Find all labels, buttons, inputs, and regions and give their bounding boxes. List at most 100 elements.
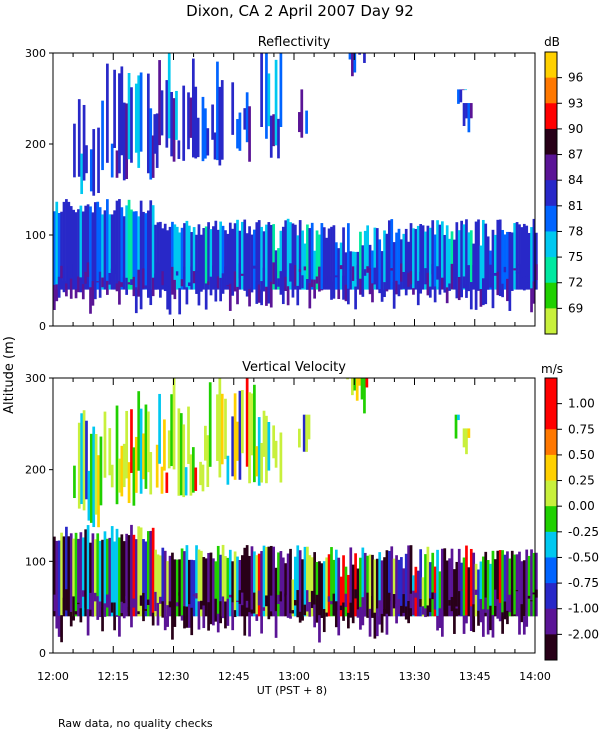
low-echo-column <box>163 223 167 290</box>
low-echo-column <box>383 230 386 290</box>
low-echo-column <box>53 536 56 617</box>
low-echo-base <box>277 594 280 605</box>
low-echo-column <box>310 222 314 290</box>
low-echo-base <box>426 605 430 617</box>
elevated-echo <box>231 82 235 135</box>
colorbar-label: 72 <box>568 276 583 290</box>
low-echo-column <box>257 220 261 290</box>
low-echo-base <box>409 271 413 285</box>
low-echo-column <box>96 201 100 290</box>
low-echo-base <box>243 279 247 291</box>
elevated-echo <box>457 89 460 104</box>
elevated-echo <box>213 132 217 160</box>
low-echo-column <box>77 209 80 290</box>
low-echo-column <box>469 230 473 290</box>
reflectivity-title: Reflectivity <box>258 35 331 50</box>
low-echo-column <box>513 223 517 290</box>
colorbar-frame <box>544 51 558 335</box>
elevated-echo <box>99 436 103 506</box>
low-echo-column <box>219 221 222 290</box>
low-echo-column <box>486 560 490 617</box>
low-echo-base <box>400 263 403 282</box>
low-echo-base <box>313 279 316 299</box>
low-echo-base <box>228 594 232 598</box>
low-echo-column <box>269 224 273 290</box>
low-echo-column <box>503 554 507 617</box>
low-echo-column <box>433 566 437 617</box>
low-echo-base <box>428 598 432 613</box>
low-echo-base <box>375 608 379 637</box>
low-echo-base <box>197 601 201 630</box>
elevated-echo <box>97 455 100 528</box>
low-echo-column <box>484 551 488 617</box>
low-echo-base <box>57 276 61 298</box>
low-echo-column <box>228 222 232 290</box>
low-echo-base <box>450 263 454 290</box>
elevated-echo <box>122 443 126 488</box>
elevated-echo <box>248 392 251 484</box>
elevated-echo <box>201 464 205 492</box>
low-echo-base <box>132 276 136 297</box>
low-echo-column <box>173 224 177 290</box>
elevated-echo <box>272 114 276 147</box>
low-echo-base <box>219 277 222 302</box>
elevated-echo <box>142 433 145 480</box>
low-echo-base <box>467 265 471 292</box>
low-echo-column <box>161 547 165 617</box>
low-echo-base <box>175 602 179 607</box>
low-echo-column <box>137 216 141 290</box>
low-echo-base <box>173 609 177 627</box>
low-echo-base <box>363 269 367 276</box>
low-echo-column <box>132 534 136 617</box>
elevated-echo <box>189 97 193 138</box>
elevated-echo <box>182 424 186 498</box>
low-echo-column <box>151 527 155 617</box>
low-echo-base <box>113 602 116 631</box>
elevated-echo <box>351 53 354 77</box>
low-echo-column <box>522 560 526 617</box>
elevated-echo <box>454 414 458 439</box>
low-echo-base <box>113 264 116 274</box>
low-echo-base <box>132 598 136 608</box>
elevated-echo <box>130 409 133 473</box>
low-echo-base <box>81 590 85 597</box>
elevated-echo <box>153 114 157 154</box>
low-echo-column <box>409 545 413 617</box>
elevated-echo <box>204 425 207 461</box>
low-echo-base <box>373 267 377 285</box>
elevated-echo <box>305 414 308 452</box>
low-echo-base <box>294 265 297 287</box>
colorbar-swatch <box>545 531 557 558</box>
low-echo-column <box>465 545 468 617</box>
low-echo-column <box>289 222 292 290</box>
elevated-echo <box>179 413 183 496</box>
low-echo-base <box>445 595 449 613</box>
low-echo-column <box>127 199 131 290</box>
elevated-echo <box>457 414 460 421</box>
figure-title: Dixon, CA 2 April 2007 Day 92 <box>186 2 414 20</box>
low-echo-column <box>436 549 439 617</box>
low-echo-base <box>289 613 292 619</box>
elevated-echo <box>139 72 143 152</box>
low-echo-base <box>161 271 165 286</box>
low-echo-base <box>89 592 92 610</box>
elevated-echo <box>85 145 88 174</box>
low-echo-base <box>361 271 365 297</box>
elevated-echo <box>182 85 186 161</box>
low-echo-column <box>479 561 483 617</box>
low-echo-base <box>262 267 266 292</box>
low-echo-base <box>306 279 309 290</box>
low-echo-base <box>89 287 92 314</box>
low-echo-base <box>183 606 186 629</box>
low-echo-base <box>481 278 485 306</box>
low-echo-column <box>236 556 239 617</box>
low-echo-column <box>265 224 268 290</box>
elevated-echo <box>134 436 138 493</box>
colorbar-label: 84 <box>568 173 583 187</box>
elevated-echo <box>365 378 369 388</box>
low-echo-column <box>527 232 531 290</box>
low-echo-column <box>110 214 114 290</box>
low-echo-column <box>469 548 473 617</box>
low-echo-column <box>110 526 114 617</box>
low-echo-base <box>354 286 357 310</box>
